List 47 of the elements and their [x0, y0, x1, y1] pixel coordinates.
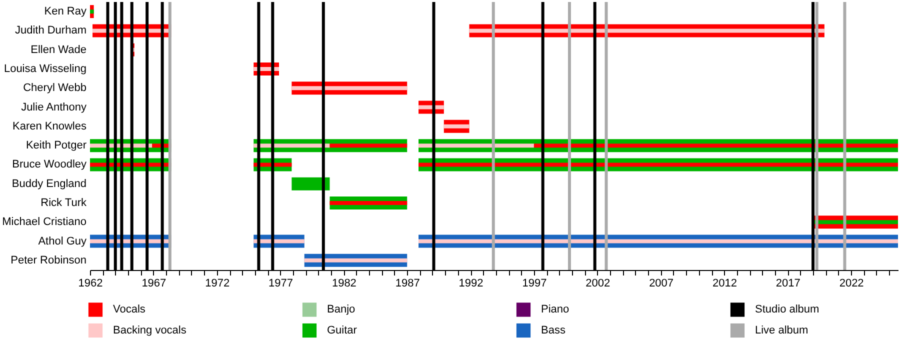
- y-tick-label: Keith Potger: [26, 140, 87, 152]
- bar: [418, 144, 534, 148]
- legend-label: Banjo: [327, 304, 356, 316]
- legend-label: Piano: [541, 304, 570, 316]
- bar: [469, 28, 824, 33]
- bar: [444, 124, 470, 128]
- y-tick-label: Cheryl Webb: [23, 82, 86, 94]
- x-tick-label: 1977: [268, 278, 294, 290]
- bar: [418, 239, 898, 244]
- x-tick-label: 1967: [142, 278, 166, 290]
- legend-label: Bass: [541, 324, 566, 336]
- bar: [330, 201, 408, 205]
- y-tick-label: Bruce Woodley: [12, 158, 87, 171]
- bar: [534, 144, 898, 148]
- x-tick-label: 2007: [649, 278, 674, 290]
- bar: [304, 258, 408, 262]
- legend-label: Backing vocals: [113, 324, 187, 336]
- y-tick-label: Karen Knowles: [12, 120, 87, 132]
- x-tick-label: 2012: [712, 278, 737, 290]
- bar: [292, 86, 408, 90]
- x-tick-label: 2002: [586, 278, 610, 290]
- legend-label: Live album: [755, 324, 808, 336]
- y-tick-label: Peter Robinson: [10, 254, 86, 266]
- y-tick-label: Rick Turk: [40, 197, 87, 209]
- y-tick-label: Buddy England: [12, 178, 86, 190]
- x-tick-label: 2017: [776, 278, 800, 290]
- y-tick-label: Ken Ray: [44, 6, 87, 18]
- x-tick-label: 1972: [205, 278, 230, 290]
- y-tick-label: Julie Anthony: [21, 101, 87, 114]
- bar: [292, 177, 330, 190]
- y-tick-label: Judith Durham: [14, 24, 86, 37]
- bar: [330, 144, 408, 148]
- x-tick-label: 1962: [78, 278, 103, 290]
- y-tick-label: Louisa Wisseling: [4, 63, 86, 75]
- x-tick-label: 1992: [458, 278, 484, 290]
- legend-label: Guitar: [327, 324, 358, 336]
- x-tick-label: 1987: [395, 278, 420, 290]
- x-tick-label: 2022: [839, 278, 864, 290]
- bar: [90, 10, 94, 14]
- x-tick-label: 1982: [332, 278, 356, 290]
- y-tick-label: Athol Guy: [38, 235, 87, 248]
- y-tick-label: Ellen Wade: [30, 44, 86, 56]
- legend-label: Studio album: [755, 304, 820, 316]
- x-tick-label: 1997: [522, 278, 547, 290]
- y-tick-label: Michael Cristiano: [2, 216, 86, 228]
- bar: [418, 162, 898, 167]
- legend-label: Vocals: [113, 304, 146, 316]
